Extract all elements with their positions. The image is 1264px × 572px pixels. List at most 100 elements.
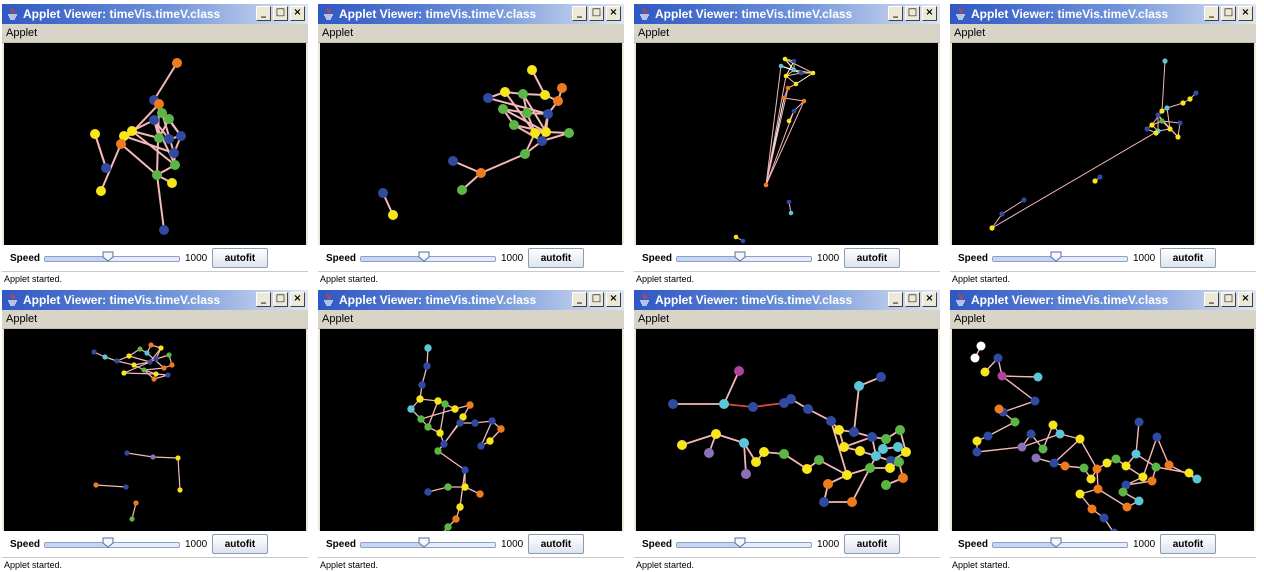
graph-node[interactable] bbox=[557, 83, 567, 93]
graph-node[interactable] bbox=[1111, 454, 1121, 464]
graph-node[interactable] bbox=[839, 442, 849, 452]
menu-applet[interactable]: Applet bbox=[638, 313, 670, 325]
graph-node[interactable] bbox=[719, 399, 729, 409]
graph-node[interactable] bbox=[114, 358, 120, 364]
graph-node[interactable] bbox=[471, 419, 479, 427]
graph-canvas[interactable] bbox=[4, 329, 306, 531]
graph-node[interactable] bbox=[416, 395, 424, 403]
autofit-button[interactable]: autofit bbox=[212, 534, 268, 554]
graph-node[interactable] bbox=[778, 63, 784, 69]
graph-node[interactable] bbox=[509, 120, 519, 130]
graph-node[interactable] bbox=[497, 425, 505, 433]
graph-node[interactable] bbox=[1118, 487, 1128, 497]
graph-node[interactable] bbox=[466, 401, 474, 409]
graph-node[interactable] bbox=[157, 108, 167, 118]
graph-canvas[interactable] bbox=[320, 329, 622, 531]
graph-node[interactable] bbox=[164, 114, 174, 124]
close-button[interactable]: × bbox=[1238, 292, 1253, 307]
graph-node[interactable] bbox=[149, 115, 159, 125]
graph-node[interactable] bbox=[164, 134, 174, 144]
graph-node[interactable] bbox=[865, 463, 875, 473]
graph-node[interactable] bbox=[1060, 461, 1070, 471]
graph-node[interactable] bbox=[459, 413, 467, 421]
graph-node[interactable] bbox=[175, 455, 181, 461]
graph-node[interactable] bbox=[448, 156, 458, 166]
graph-node[interactable] bbox=[131, 362, 137, 368]
graph-node[interactable] bbox=[452, 515, 460, 523]
graph-node[interactable] bbox=[444, 483, 452, 491]
graph-node[interactable] bbox=[417, 415, 425, 423]
graph-node[interactable] bbox=[1109, 528, 1119, 532]
graph-node[interactable] bbox=[166, 352, 172, 358]
minimize-button[interactable]: _ bbox=[888, 292, 903, 307]
graph-node[interactable] bbox=[1087, 504, 1097, 514]
graph-node[interactable] bbox=[751, 457, 761, 467]
graph-node[interactable] bbox=[177, 487, 183, 493]
speed-slider-thumb[interactable] bbox=[102, 251, 114, 262]
graph-node[interactable] bbox=[1092, 464, 1102, 474]
graph-node[interactable] bbox=[154, 133, 164, 143]
graph-node[interactable] bbox=[1121, 461, 1131, 471]
graph-node[interactable] bbox=[137, 346, 143, 352]
graph-node[interactable] bbox=[1144, 126, 1150, 132]
graph-node[interactable] bbox=[1177, 120, 1183, 126]
graph-node[interactable] bbox=[786, 199, 792, 205]
graph-node[interactable] bbox=[1093, 484, 1103, 494]
graph-node[interactable] bbox=[798, 70, 804, 76]
graph-node[interactable] bbox=[123, 484, 129, 490]
maximize-button[interactable]: □ bbox=[589, 6, 604, 21]
graph-node[interactable] bbox=[461, 483, 469, 491]
speed-slider-thumb[interactable] bbox=[734, 251, 746, 262]
graph-node[interactable] bbox=[994, 404, 1004, 414]
autofit-button[interactable]: autofit bbox=[1160, 248, 1216, 268]
graph-node[interactable] bbox=[893, 442, 903, 452]
graph-node[interactable] bbox=[793, 81, 799, 87]
graph-node[interactable] bbox=[486, 437, 494, 445]
graph-node[interactable] bbox=[418, 381, 426, 389]
close-button[interactable]: × bbox=[606, 6, 621, 21]
graph-node[interactable] bbox=[476, 490, 484, 498]
graph-node[interactable] bbox=[444, 523, 452, 531]
graph-node[interactable] bbox=[456, 503, 464, 511]
close-button[interactable]: × bbox=[922, 292, 937, 307]
graph-node[interactable] bbox=[791, 108, 797, 114]
menu-applet[interactable]: Applet bbox=[322, 313, 354, 325]
graph-node[interactable] bbox=[144, 350, 150, 356]
autofit-button[interactable]: autofit bbox=[844, 534, 900, 554]
graph-node[interactable] bbox=[520, 149, 530, 159]
graph-node[interactable] bbox=[779, 449, 789, 459]
graph-node[interactable] bbox=[739, 438, 749, 448]
graph-node[interactable] bbox=[456, 419, 464, 427]
graph-node[interactable] bbox=[1175, 134, 1181, 140]
graph-node[interactable] bbox=[96, 186, 106, 196]
autofit-button[interactable]: autofit bbox=[528, 534, 584, 554]
close-button[interactable]: × bbox=[606, 292, 621, 307]
graph-node[interactable] bbox=[121, 370, 127, 376]
graph-node[interactable] bbox=[476, 168, 486, 178]
graph-node[interactable] bbox=[1097, 174, 1103, 180]
graph-node[interactable] bbox=[711, 429, 721, 439]
graph-node[interactable] bbox=[158, 345, 164, 351]
maximize-button[interactable]: □ bbox=[273, 6, 288, 21]
graph-node[interactable] bbox=[101, 163, 111, 173]
graph-node[interactable] bbox=[970, 353, 980, 363]
graph-node[interactable] bbox=[423, 362, 431, 370]
graph-node[interactable] bbox=[553, 96, 563, 106]
graph-node[interactable] bbox=[477, 442, 485, 450]
graph-node[interactable] bbox=[854, 381, 864, 391]
graph-node[interactable] bbox=[855, 446, 865, 456]
minimize-button[interactable]: _ bbox=[572, 6, 587, 21]
graph-canvas[interactable] bbox=[952, 43, 1254, 245]
graph-node[interactable] bbox=[500, 87, 510, 97]
graph-node[interactable] bbox=[802, 464, 812, 474]
graph-node[interactable] bbox=[169, 362, 175, 368]
graph-node[interactable] bbox=[436, 429, 444, 437]
maximize-button[interactable]: □ bbox=[1221, 292, 1236, 307]
graph-node[interactable] bbox=[741, 469, 751, 479]
graph-node[interactable] bbox=[894, 457, 904, 467]
graph-node[interactable] bbox=[1122, 502, 1132, 512]
graph-node[interactable] bbox=[1134, 496, 1144, 506]
graph-node[interactable] bbox=[748, 402, 758, 412]
graph-node[interactable] bbox=[1184, 468, 1194, 478]
graph-node[interactable] bbox=[165, 372, 171, 378]
